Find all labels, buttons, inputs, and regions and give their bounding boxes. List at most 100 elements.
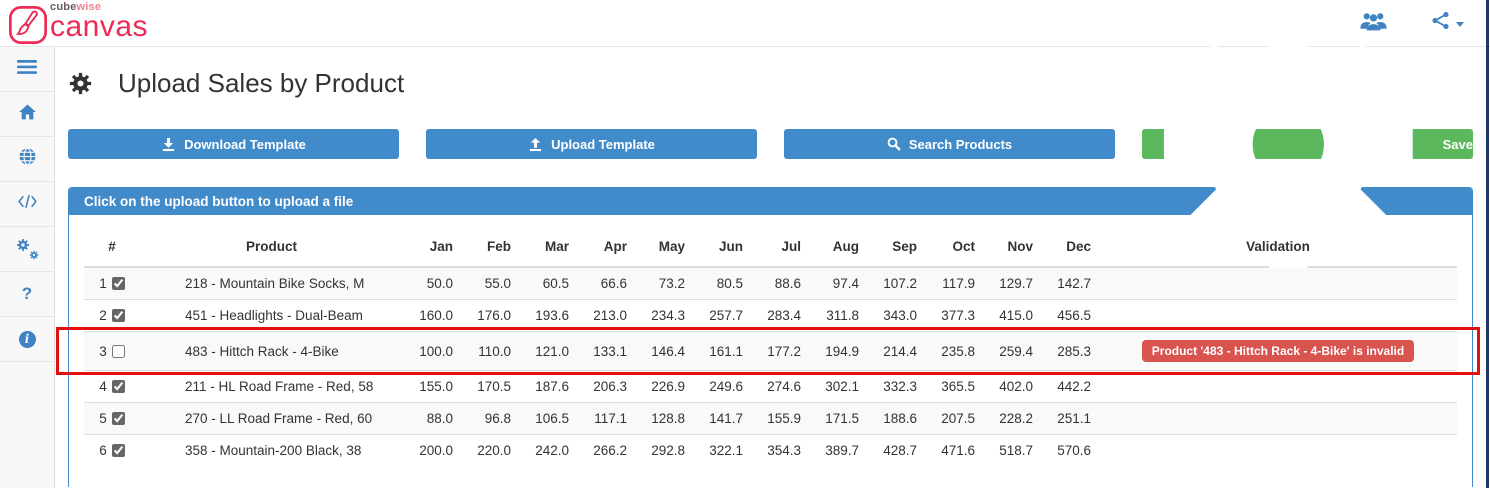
topbar: cubewise canvas	[0, 0, 1490, 47]
value-cell: 170.5	[461, 370, 519, 403]
panel-body: # Product Jan Feb Mar Apr May Jun Jul Aug Sep Oct No…	[69, 215, 1472, 466]
value-cell: 188.6	[867, 402, 925, 435]
row-number-cell: 3	[84, 331, 140, 371]
help-icon: ?	[21, 284, 33, 303]
sidebar-item-globe[interactable]	[0, 137, 54, 182]
value-cell: 257.7	[693, 299, 751, 332]
value-cell: 155.0	[403, 370, 461, 403]
save-button[interactable]: Save	[1142, 19, 1473, 269]
value-cell: 73.2	[635, 266, 693, 300]
value-cell: 311.8	[809, 299, 867, 332]
column-header-dec: Dec	[1041, 227, 1099, 268]
value-cell: 177.2	[751, 331, 809, 371]
value-cell: 100.0	[403, 331, 461, 371]
value-cell: 176.0	[461, 299, 519, 332]
share-menu-button[interactable]	[1431, 11, 1464, 35]
value-cell: 570.6	[1041, 434, 1099, 466]
validation-cell	[1099, 299, 1457, 332]
value-cell: 234.3	[635, 299, 693, 332]
column-header-aug: Aug	[809, 227, 867, 268]
paintbrush-logo-icon	[8, 5, 48, 45]
product-cell: 483 - Hittch Rack - 4-Bike	[140, 331, 403, 371]
product-cell: 451 - Headlights - Dual-Beam	[140, 299, 403, 332]
value-cell: 142.7	[1041, 266, 1099, 300]
value-cell: 292.8	[635, 434, 693, 466]
value-cell: 235.8	[925, 331, 983, 371]
column-header-jan: Jan	[403, 227, 461, 268]
code-icon	[17, 194, 38, 214]
value-cell: 354.3	[751, 434, 809, 466]
value-cell: 193.6	[519, 299, 577, 332]
value-cell: 220.0	[461, 434, 519, 466]
sidebar-item-cogs[interactable]	[0, 227, 54, 272]
caret-down-icon	[1456, 21, 1464, 27]
value-cell: 415.0	[983, 299, 1041, 332]
value-cell: 251.1	[1041, 402, 1099, 435]
gear-icon	[1142, 0, 1435, 290]
column-header-may: May	[635, 227, 693, 268]
value-cell: 471.6	[925, 434, 983, 466]
validation-cell	[1099, 402, 1457, 435]
row-number-cell: 1	[84, 266, 140, 300]
products-table: # Product Jan Feb Mar Apr May Jun Jul Aug Sep Oct No…	[84, 227, 1457, 466]
value-cell: 117.1	[577, 402, 635, 435]
upload-template-button[interactable]: Upload Template	[426, 129, 757, 159]
info-icon: i	[18, 330, 36, 348]
table-row: 6 358 - Mountain-200 Black, 38 200.0 220.0 2…	[84, 434, 1457, 466]
row-checkbox[interactable]	[111, 412, 125, 425]
value-cell: 456.5	[1041, 299, 1099, 332]
value-cell: 207.5	[925, 402, 983, 435]
column-header-apr: Apr	[577, 227, 635, 268]
product-cell: 218 - Mountain Bike Socks, M	[140, 266, 403, 300]
column-header-num: #	[84, 227, 140, 268]
value-cell: 343.0	[867, 299, 925, 332]
value-cell: 377.3	[925, 299, 983, 332]
value-cell: 274.6	[751, 370, 809, 403]
value-cell: 110.0	[461, 331, 519, 371]
row-checkbox[interactable]	[111, 277, 125, 290]
value-cell: 160.0	[403, 299, 461, 332]
value-cell: 194.9	[809, 331, 867, 371]
column-header-sep: Sep	[867, 227, 925, 268]
value-cell: 332.3	[867, 370, 925, 403]
sidebar-item-menu[interactable]	[0, 47, 54, 92]
value-cell: 365.5	[925, 370, 983, 403]
download-icon	[161, 137, 176, 152]
validation-cell	[1099, 370, 1457, 403]
value-cell: 389.7	[809, 434, 867, 466]
row-number-cell: 6	[84, 434, 140, 466]
value-cell: 518.7	[983, 434, 1041, 466]
validation-badge: Product '483 - Hittch Rack - 4-Bike' is …	[1141, 340, 1415, 362]
column-header-product: Product	[140, 227, 403, 268]
row-checkbox[interactable]	[111, 380, 125, 393]
sidebar-item-info[interactable]: i	[0, 317, 54, 362]
value-cell: 242.0	[519, 434, 577, 466]
page-title: Upload Sales by Product	[118, 68, 405, 98]
share-icon	[1431, 11, 1450, 35]
value-cell: 80.5	[693, 266, 751, 300]
value-cell: 133.1	[577, 331, 635, 371]
row-checkbox[interactable]	[111, 344, 125, 358]
value-cell: 55.0	[461, 266, 519, 300]
value-cell: 226.9	[635, 370, 693, 403]
sidebar-item-help[interactable]: ?	[0, 272, 54, 317]
column-header-nov: Nov	[983, 227, 1041, 268]
value-cell: 213.0	[577, 299, 635, 332]
search-products-button[interactable]: Search Products	[784, 129, 1115, 159]
table-row: 5 270 - LL Road Frame - Red, 60 88.0 96.8 10…	[84, 402, 1457, 435]
value-cell: 97.4	[809, 266, 867, 300]
table-body: 1 218 - Mountain Bike Socks, M 50.0 55.0 60.…	[84, 266, 1457, 466]
value-cell: 187.6	[519, 370, 577, 403]
table-row: 2 451 - Headlights - Dual-Beam 160.0 176.0 1…	[84, 299, 1457, 332]
row-number-cell: 5	[84, 402, 140, 435]
brand-logo[interactable]: cubewise canvas	[8, 1, 148, 45]
sidebar-item-home[interactable]	[0, 92, 54, 137]
product-cell: 358 - Mountain-200 Black, 38	[140, 434, 403, 466]
row-checkbox[interactable]	[111, 444, 125, 457]
download-template-button[interactable]: Download Template	[68, 129, 399, 159]
users-icon	[1360, 10, 1387, 36]
sidebar-item-code[interactable]	[0, 182, 54, 227]
row-checkbox[interactable]	[111, 309, 125, 322]
users-menu-button[interactable]	[1360, 10, 1387, 36]
